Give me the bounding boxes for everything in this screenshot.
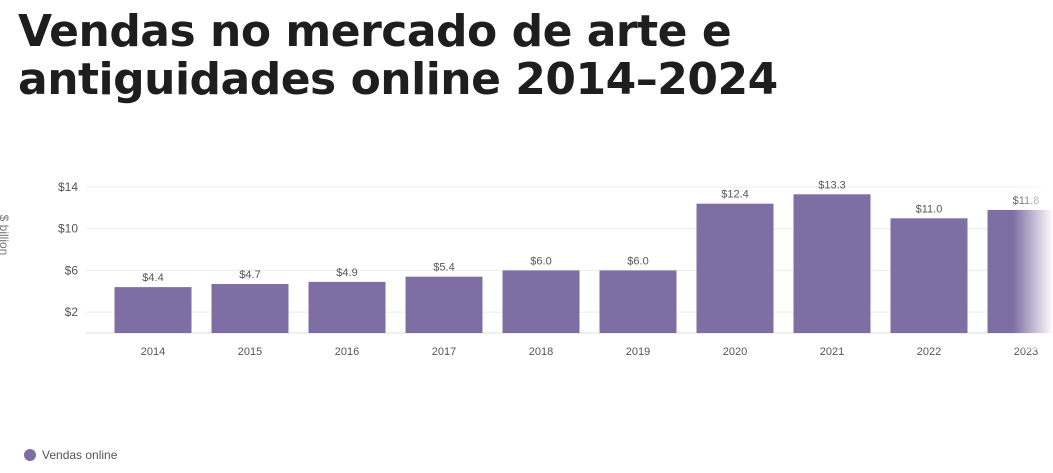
data-label: $4.4 <box>142 272 163 284</box>
bar <box>211 283 289 333</box>
bar <box>114 287 192 333</box>
bar <box>793 194 871 333</box>
data-label: $4.7 <box>239 269 260 281</box>
y-axis-ticks: $2 $6 $10 $14 <box>58 180 78 319</box>
data-label: $6.0 <box>627 255 648 267</box>
y-tick-label: $10 <box>58 222 78 236</box>
x-tick-label: 2019 <box>626 346 650 358</box>
x-tick-label: 2022 <box>917 346 941 358</box>
data-label: $4.9 <box>336 267 357 279</box>
data-label: $6.0 <box>530 255 551 267</box>
legend: Vendas online <box>24 448 117 462</box>
x-axis-ticks: 2014 2015 2016 2017 2018 2019 2020 2021 2022 2023 <box>141 346 1038 358</box>
legend-label: Vendas online <box>42 448 118 462</box>
bar <box>308 281 386 333</box>
right-edge-fade <box>1013 150 1053 350</box>
y-tick-label: $2 <box>65 305 79 319</box>
bar <box>696 203 774 333</box>
data-label: $13.3 <box>818 179 846 191</box>
x-tick-label: 2021 <box>820 346 844 358</box>
x-tick-label: 2020 <box>723 346 747 358</box>
bar <box>502 270 580 333</box>
x-tick-label: 2015 <box>238 346 262 358</box>
y-tick-label: $6 <box>65 263 79 277</box>
data-label: $5.4 <box>433 262 454 274</box>
chart-title: Vendas no mercado de arte e antiguidades… <box>18 6 778 105</box>
x-tick-label: 2018 <box>529 346 553 358</box>
legend-swatch <box>24 449 36 461</box>
bar <box>890 218 968 333</box>
x-tick-label: 2016 <box>335 346 359 358</box>
x-tick-label: 2014 <box>141 346 165 358</box>
bar <box>405 276 483 333</box>
data-label: $11.0 <box>916 203 943 215</box>
y-tick-label: $14 <box>58 180 78 194</box>
bar-chart: $2 $6 $10 $14 $4.4 $4.7 $4.9 $5.4 $6.0 $6.0 $12.4… <box>58 150 1053 358</box>
x-tick-label: 2017 <box>432 346 456 358</box>
bar <box>599 270 677 333</box>
data-label: $12.4 <box>721 189 749 201</box>
